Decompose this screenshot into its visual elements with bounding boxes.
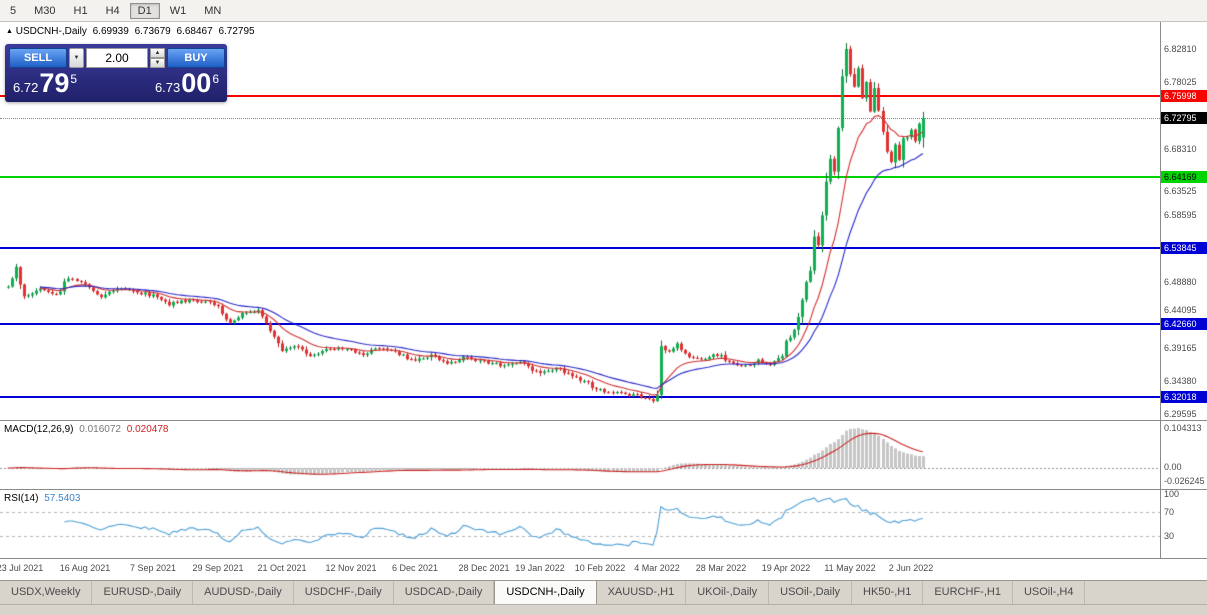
chevron-down-icon: ▼ <box>73 55 80 61</box>
ohlc-low: 6.68467 <box>176 26 213 37</box>
main-macd-separator[interactable] <box>0 420 1207 421</box>
macd-signal-value: 0.020478 <box>126 424 169 435</box>
volume-decrease-button[interactable]: ▼ <box>150 58 165 68</box>
macd-axis-max: 0.104313 <box>1164 423 1202 433</box>
ohlc-close: 6.72795 <box>218 26 255 37</box>
chart-tab[interactable]: XAUUSD-,H1 <box>597 581 687 604</box>
chart-tab-bar: USDX,Weekly EURUSD-,Daily AUDUSD-,Daily USD… <box>0 580 1207 604</box>
price-axis-label: 6.82810 <box>1164 44 1197 54</box>
time-axis-label: 2 Jun 2022 <box>888 563 934 573</box>
period-button-h1[interactable]: H1 <box>66 3 96 19</box>
sell-price-pip: 5 <box>70 72 78 86</box>
price-axis-label: 6.78025 <box>1164 77 1197 87</box>
price-badge: 6.32018 <box>1161 391 1207 403</box>
bottom-strip <box>0 604 1207 615</box>
buy-button[interactable]: BUY <box>167 48 225 68</box>
macd-rsi-separator[interactable] <box>0 489 1207 490</box>
price-axis-label: 6.39165 <box>1164 343 1197 353</box>
price-axis-label: 6.44095 <box>1164 305 1197 315</box>
rsi-indicator-label: RSI(14) 57.5403 <box>4 493 80 504</box>
time-axis-label: 6 Dec 2021 <box>391 563 439 573</box>
volume-dropdown-button[interactable]: ▼ <box>69 48 84 68</box>
chart-tab[interactable]: EURUSD-,Daily <box>92 581 194 604</box>
price-axis-label: 6.63525 <box>1164 186 1197 196</box>
chart-symbol-period: USDCNH-,Daily <box>15 26 87 37</box>
buy-price-pip: 6 <box>212 72 219 86</box>
period-button-m30[interactable]: M30 <box>26 3 63 19</box>
time-axis-label: 21 Oct 2021 <box>257 563 307 573</box>
macd-name: MACD(12,26,9) <box>4 424 74 435</box>
volume-input[interactable] <box>86 48 148 68</box>
chart-tab[interactable]: AUDUSD-,Daily <box>193 581 294 604</box>
volume-stepper: ▲ ▼ <box>150 48 165 68</box>
price-badge: 6.75998 <box>1161 90 1207 102</box>
macd-value: 0.016072 <box>79 424 121 435</box>
price-axis-label: 6.48880 <box>1164 277 1197 287</box>
price-badge: 6.42660 <box>1161 318 1207 330</box>
price-axis-label: 6.58595 <box>1164 210 1197 220</box>
rsi-timeaxis-separator <box>0 558 1207 559</box>
sell-price: 6.72 79 5 <box>13 68 78 98</box>
chart-tab[interactable]: USDCHF-,Daily <box>294 581 394 604</box>
time-axis-label: 11 May 2022 <box>824 563 876 573</box>
rsi-axis-label: 100 <box>1164 489 1180 499</box>
time-axis-label: 4 Mar 2022 <box>634 563 680 573</box>
price-badge: 6.72795 <box>1161 112 1207 124</box>
time-axis-label: 10 Feb 2022 <box>574 563 626 573</box>
price-axis-border <box>1160 22 1161 558</box>
macd-indicator-label: MACD(12,26,9) 0.016072 0.020478 <box>4 424 168 435</box>
period-button-mn[interactable]: MN <box>196 3 229 19</box>
chart-tab[interactable]: USDX,Weekly <box>0 581 93 604</box>
price-badge: 6.53845 <box>1161 242 1207 254</box>
time-axis-label: 29 Sep 2021 <box>192 563 244 573</box>
chart-tab[interactable]: HK50-,H1 <box>852 581 924 604</box>
sell-price-big: 79 <box>39 68 70 98</box>
buy-price-big: 00 <box>181 68 212 98</box>
price-axis-label: 6.29595 <box>1164 409 1197 419</box>
time-axis-label: 23 Jul 2021 <box>0 563 44 573</box>
rsi-value: 57.5403 <box>44 493 81 504</box>
time-axis-label: 19 Apr 2022 <box>761 563 811 573</box>
buy-price: 6.73 00 6 <box>154 68 219 98</box>
time-axis-label: 28 Dec 2021 <box>458 563 510 573</box>
sell-price-prefix: 6.72 <box>13 80 39 95</box>
chart-tab[interactable]: USDCAD-,Daily <box>394 581 495 604</box>
chart-marker-icon: ▲ <box>6 28 13 35</box>
timeframe-toolbar: 5 M30 H1 H4 D1 W1 MN <box>0 0 1207 22</box>
period-button-w1[interactable]: W1 <box>162 3 195 19</box>
chart-tab[interactable]: USOil-,Daily <box>769 581 853 604</box>
period-button-d1[interactable]: D1 <box>129 2 160 19</box>
chart-tab[interactable]: USDCNH-,Daily <box>494 581 597 604</box>
time-axis-label: 19 Jan 2022 <box>515 563 565 573</box>
chart-tab[interactable]: UKOil-,Daily <box>686 581 770 604</box>
rsi-axis-label: 70 <box>1164 507 1175 517</box>
ohlc-high: 6.73679 <box>134 26 171 37</box>
time-axis-label: 16 Aug 2021 <box>59 563 111 573</box>
chart-tab[interactable]: EURCHF-,H1 <box>923 581 1013 604</box>
time-axis-label: 7 Sep 2021 <box>129 563 177 573</box>
sell-button[interactable]: SELL <box>9 48 67 68</box>
price-axis-label: 6.68310 <box>1164 144 1197 154</box>
chart-tab[interactable]: USOil-,H4 <box>1013 581 1086 604</box>
price-badge: 6.64169 <box>1161 171 1207 183</box>
buy-price-prefix: 6.73 <box>154 80 181 95</box>
time-axis-label: 28 Mar 2022 <box>695 563 747 573</box>
chart-title: ▲ USDCNH-,Daily 6.69939 6.73679 6.68467 … <box>6 26 255 37</box>
macd-panel-canvas[interactable] <box>0 421 1160 489</box>
ohlc-open: 6.69939 <box>92 26 129 37</box>
one-click-trading-panel: SELL ▼ ▲ ▼ BUY 6.72 79 5 6.73 00 6 <box>5 44 227 102</box>
period-button-5[interactable]: 5 <box>2 3 24 19</box>
price-axis-label: 6.34380 <box>1164 376 1197 386</box>
period-button-h4[interactable]: H4 <box>98 3 128 19</box>
rsi-name: RSI(14) <box>4 493 39 504</box>
macd-axis-min: -0.026245 <box>1164 476 1205 486</box>
volume-increase-button[interactable]: ▲ <box>150 48 165 58</box>
time-axis-label: 12 Nov 2021 <box>325 563 377 573</box>
rsi-axis-label: 30 <box>1164 531 1175 541</box>
rsi-panel-canvas[interactable] <box>0 490 1160 558</box>
macd-axis-zero: 0.00 <box>1164 462 1182 472</box>
